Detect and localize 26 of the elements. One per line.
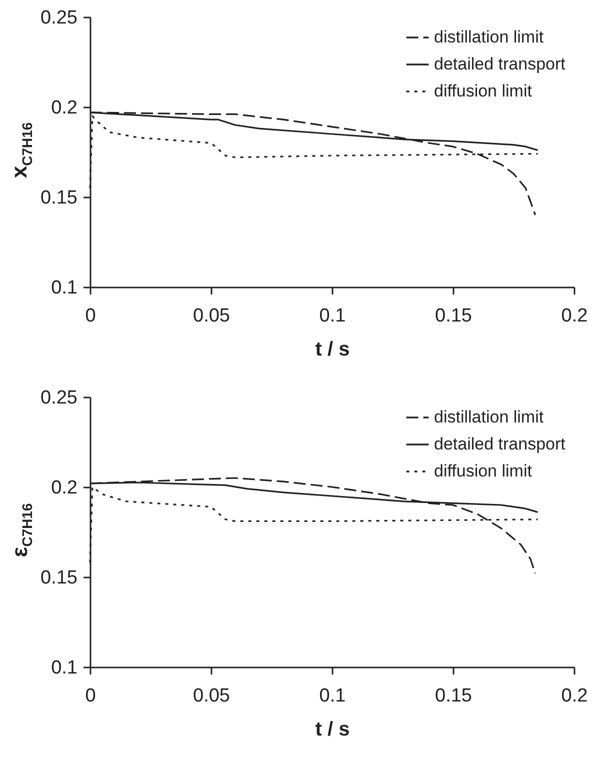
legend-label: detailed transport: [434, 54, 566, 74]
x-tick-label: 0: [85, 686, 96, 706]
y-tick-label: 0.1: [51, 658, 78, 678]
legend-label: diffusion limit: [434, 462, 532, 480]
y-tick-label: 0.25: [40, 8, 78, 28]
x-axis-title: t / s: [315, 718, 350, 740]
x-tick-label: 0.1: [319, 686, 346, 706]
x-tick-label: 0.1: [319, 306, 346, 326]
x-tick-label: 0: [85, 306, 96, 326]
legend-label: detailed transport: [434, 434, 566, 454]
y-tick-label: 0.15: [40, 188, 78, 208]
x-tick-label: 0.15: [435, 306, 472, 326]
x-tick-label: 0.2: [561, 686, 588, 706]
y-tick-label: 0.25: [40, 388, 78, 408]
x-tick-label: 0.05: [193, 686, 230, 706]
y-tick-label: 0.1: [51, 278, 78, 298]
y-tick-label: 0.2: [51, 478, 78, 498]
x-tick-label: 0.05: [193, 306, 230, 326]
y-tick-label: 0.15: [40, 568, 78, 588]
x-tick-label: 0.2: [561, 306, 588, 326]
x-axis-title: t / s: [315, 338, 350, 360]
y-tick-label: 0.2: [51, 98, 78, 118]
x-tick-label: 0.15: [435, 686, 472, 706]
legend-label: distillation limit: [434, 28, 544, 46]
legend-label: distillation limit: [434, 408, 544, 426]
legend-label: diffusion limit: [434, 82, 532, 100]
